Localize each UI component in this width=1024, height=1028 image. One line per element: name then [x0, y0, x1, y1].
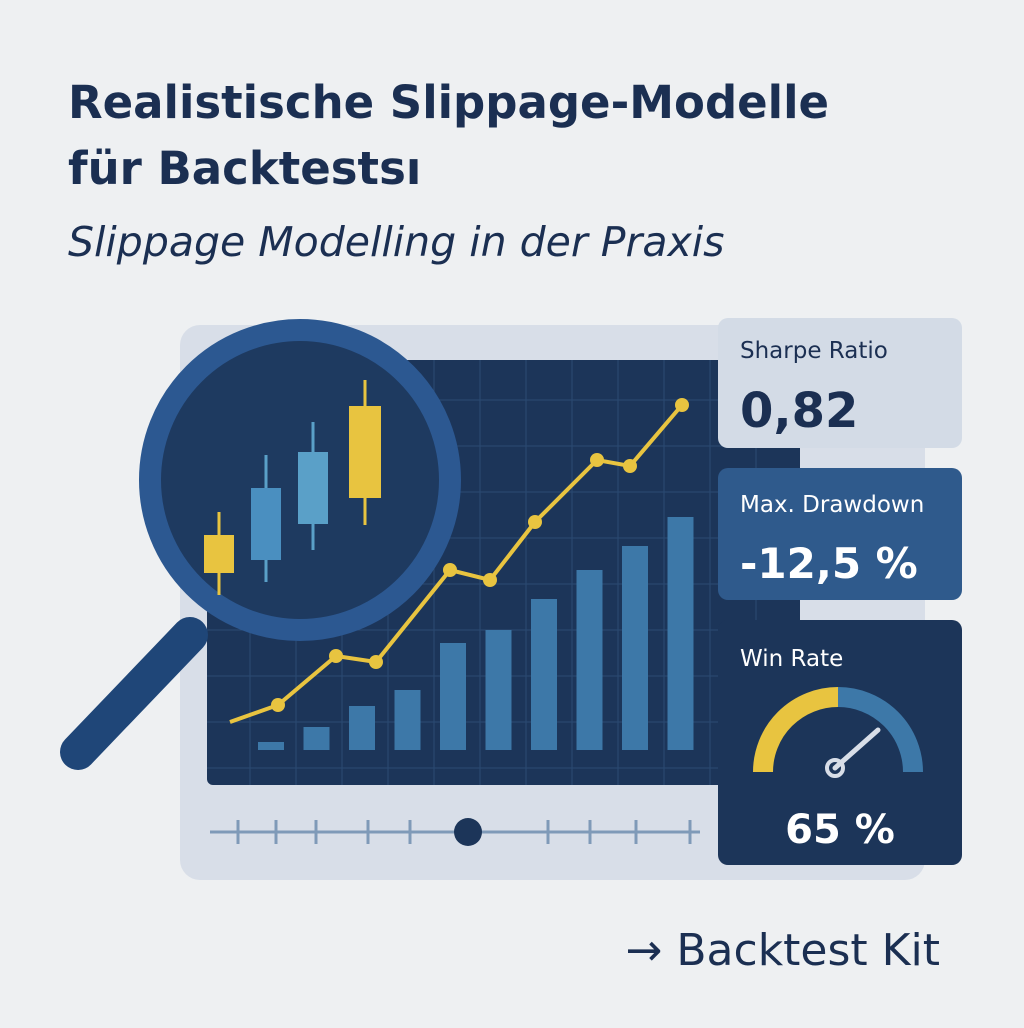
trend-point: [590, 453, 604, 467]
metric-label: Sharpe Ratio: [740, 338, 888, 364]
trend-point: [329, 649, 343, 663]
bar: [258, 742, 284, 750]
bar: [667, 517, 694, 750]
trend-points: [271, 398, 689, 712]
gauge-arc-rest: [837, 687, 923, 773]
gauge-arc-filled: [753, 687, 839, 773]
title-line: Realistische Slippage-Modelle: [68, 76, 829, 129]
footer-link[interactable]: → Backtest Kit: [626, 925, 941, 976]
bar: [622, 546, 648, 750]
trend-line: [229, 403, 684, 724]
bar: [349, 706, 375, 750]
magnifier-handle: [60, 617, 208, 770]
bars: [258, 517, 694, 750]
metric-label: Max. Drawdown: [740, 492, 924, 518]
trend-point: [271, 698, 285, 712]
metric-card: [718, 318, 962, 448]
metric-card: [718, 620, 962, 865]
gauge-hub: [825, 758, 845, 778]
trend-point: [623, 459, 637, 473]
trend-point: [483, 573, 497, 587]
title-line: für Backtestsı: [68, 142, 421, 195]
bar: [485, 630, 512, 750]
bar: [303, 727, 330, 750]
candles: [204, 380, 381, 595]
bar: [394, 690, 421, 750]
slider-knob[interactable]: [454, 818, 482, 846]
trend-point: [675, 398, 689, 412]
bar: [440, 643, 466, 750]
metric-value: -12,5 %: [740, 539, 918, 588]
bar: [531, 599, 557, 750]
trend-point: [528, 515, 542, 529]
subtitle: Slippage Modelling in der Praxis: [68, 218, 724, 266]
trend-point: [443, 563, 457, 577]
metric-value: 65 %: [785, 807, 895, 853]
metric-value: 0,82: [740, 383, 858, 439]
metric-label: Win Rate: [740, 646, 843, 672]
slider-ticks: [236, 820, 692, 844]
bar: [576, 570, 603, 750]
trend-point: [369, 655, 383, 669]
metric-card: [718, 468, 962, 600]
